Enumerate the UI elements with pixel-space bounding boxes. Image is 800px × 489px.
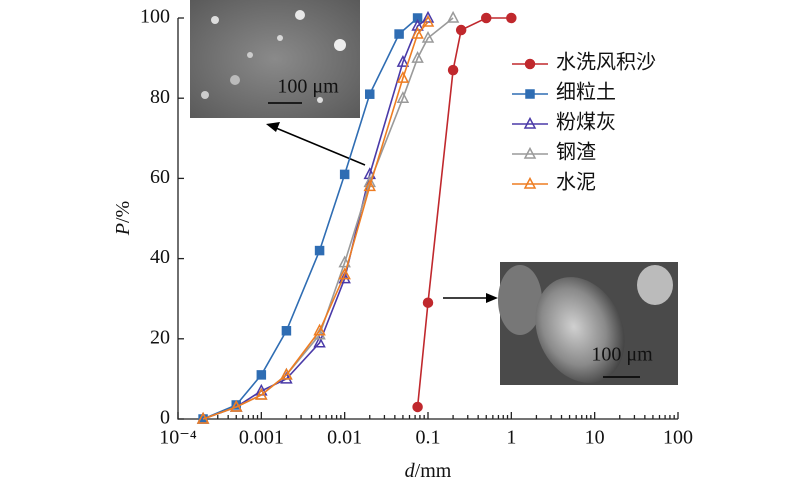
legend-label: 粉煤灰 (556, 111, 616, 134)
marker (396, 71, 410, 83)
marker (255, 387, 268, 400)
x-tick-label: 1 (506, 427, 516, 449)
y-tick-label: 20 (150, 326, 170, 348)
marker (280, 367, 293, 380)
series-line (202, 17, 429, 420)
y-tick-label: 40 (150, 246, 170, 268)
x-tick-label: 0.01 (327, 427, 362, 449)
y-axis-label: P/% (112, 201, 134, 236)
marker (447, 64, 459, 76)
marker (422, 297, 434, 308)
marker (480, 12, 492, 24)
marker (338, 267, 351, 280)
marker (256, 370, 267, 380)
x-tick-label: 0.001 (239, 427, 284, 449)
marker (421, 14, 435, 27)
marker (455, 24, 467, 36)
marker (421, 30, 435, 43)
marker (411, 50, 424, 63)
legend-marker (525, 89, 535, 99)
marker (338, 255, 351, 268)
y-tick-label: 0 (160, 407, 170, 429)
series-line (416, 17, 512, 408)
scale-label: 100 μm (277, 76, 339, 98)
legend-marker (523, 176, 537, 189)
marker (314, 245, 325, 256)
marker (412, 401, 423, 413)
marker (396, 54, 410, 67)
marker (339, 169, 350, 180)
legend-label: 水洗风积沙 (556, 51, 656, 74)
x-unit: /mm (415, 460, 452, 482)
marker (313, 335, 326, 348)
series-line (202, 21, 429, 420)
legend-label: 水泥 (556, 171, 596, 194)
marker (411, 26, 424, 39)
y-tick-label: 60 (150, 166, 170, 188)
legend-marker (523, 116, 537, 129)
marker (446, 10, 460, 23)
legend-label: 钢渣 (556, 141, 596, 164)
legend-label: 细粒土 (556, 81, 616, 104)
x-tick-label: 0.1 (416, 427, 441, 449)
marker (363, 179, 376, 192)
marker (396, 91, 410, 103)
x-tick-label: 100 (663, 427, 693, 449)
marker (365, 89, 375, 99)
inset-image-sand (498, 262, 678, 385)
marker (394, 29, 404, 39)
marker (196, 411, 210, 424)
y-tick-label: 100 (140, 6, 170, 28)
y-tick-label: 80 (150, 86, 170, 108)
y-unit: /% (112, 201, 134, 223)
marker (313, 323, 326, 336)
y-symbol: P (112, 223, 134, 236)
marker (421, 10, 435, 23)
legend-marker (524, 58, 536, 70)
inset-image-fine (190, 0, 360, 118)
marker (281, 326, 292, 336)
x-tick-label: 10⁻⁴ (159, 427, 197, 449)
marker (506, 12, 517, 24)
x-symbol: d (405, 460, 416, 482)
marker (230, 399, 243, 412)
legend-marker (523, 146, 537, 159)
scale-label: 100 μm (591, 344, 653, 366)
x-axis-label: d/mm (405, 460, 452, 482)
x-tick-label: 10 (585, 427, 605, 449)
